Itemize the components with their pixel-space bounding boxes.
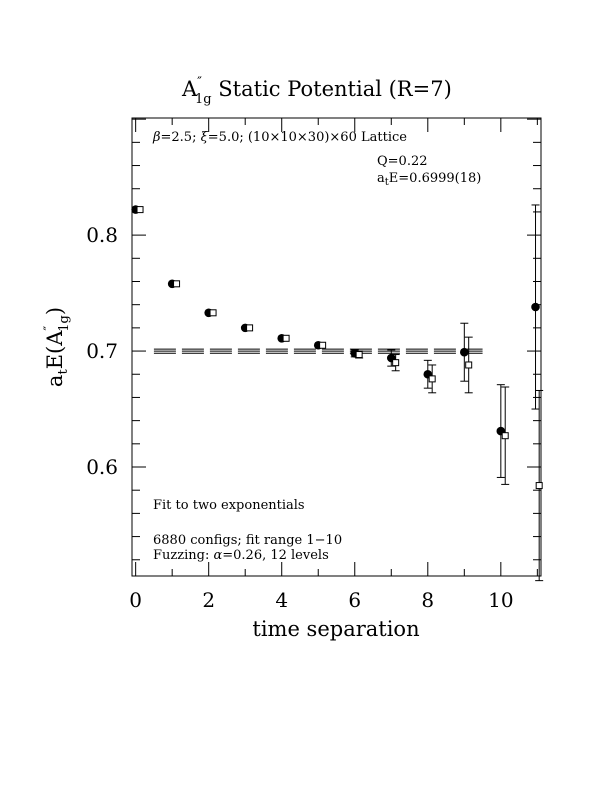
x-tick-label-6: 6 [348, 588, 361, 612]
x-tick-label-2: 2 [202, 588, 215, 612]
data-point [531, 302, 540, 312]
data-point [535, 482, 543, 490]
data-point [136, 206, 144, 214]
y-tick-label-0.7: 0.7 [86, 339, 118, 363]
fit-band [153, 348, 483, 354]
data-point [392, 359, 400, 367]
y-tick-labels: 0.6 0.7 0.8 [86, 223, 118, 479]
x-tick-label-0: 0 [129, 588, 142, 612]
plot-frame [131, 117, 542, 577]
data-point [173, 280, 181, 288]
configs-annotation: 6880 configs; fit range 1−10 [153, 533, 342, 548]
q-annotation: Q=0.22 [377, 154, 428, 169]
lattice-annotation: β=2.5; ξ=5.0; (10×10×30)×60 Lattice [152, 130, 407, 145]
x-tick-labels: 0 2 4 6 8 10 [129, 588, 513, 612]
fuzzing-annotation: Fuzzing: α=0.26, 12 levels [153, 548, 329, 563]
data-point [355, 351, 363, 359]
y-axis-label: atE(A″1g) [42, 307, 72, 387]
x-tick-label-8: 8 [421, 588, 434, 612]
data-point [209, 309, 217, 317]
data-point [465, 361, 473, 369]
energy-annotation: atE=0.6999(18) [377, 171, 481, 188]
data-point [319, 341, 327, 349]
x-tick-label-4: 4 [275, 588, 288, 612]
data-series [131, 204, 544, 582]
data-point [428, 375, 436, 383]
x-axis-label: time separation [252, 617, 419, 641]
chart-title: A″ 1g Static Potential (R=7) [181, 75, 452, 107]
y-tick-label-0.8: 0.8 [86, 223, 118, 247]
data-point [460, 347, 469, 357]
data-point [501, 432, 509, 440]
data-point [246, 324, 254, 332]
series-0 [131, 204, 540, 478]
fit-method-annotation: Fit to two exponentials [153, 498, 305, 513]
axis-ticks [132, 118, 541, 576]
data-point [282, 334, 290, 342]
y-tick-label-0.6: 0.6 [86, 455, 118, 479]
x-tick-label-10: 10 [488, 588, 513, 612]
series-1 [136, 206, 544, 582]
